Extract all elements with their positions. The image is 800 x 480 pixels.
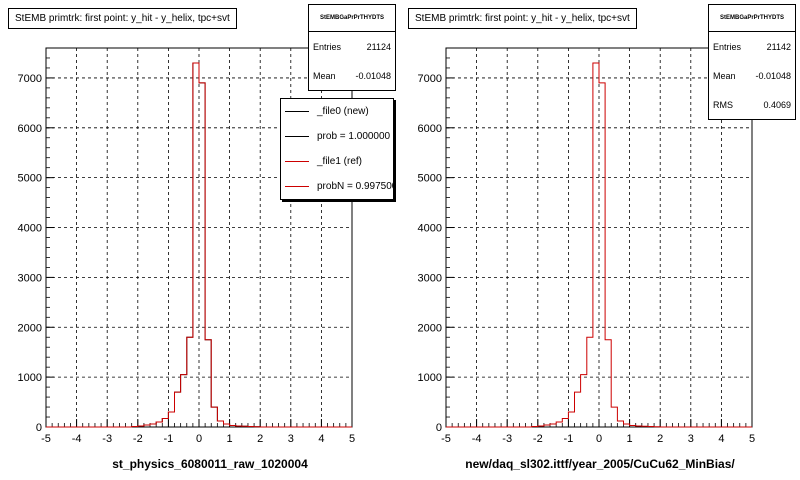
right-histogram-panel: -5 -4 -3 -2 -1 0 1 2 3 4 5 0 1000 2000 3000 4000 5000 600… (400, 0, 800, 480)
stats-label: Entries (713, 41, 742, 52)
y-tick-label: 3000 (418, 272, 442, 284)
y-tick-label: 2000 (418, 322, 442, 334)
x-tick-label: 0 (596, 433, 602, 445)
y-tick-label: 5000 (418, 173, 442, 185)
y-tick-label: 5000 (18, 173, 42, 185)
right-stats-title: StEMBGaPrPrTHYDTS (709, 5, 795, 32)
x-tick-label: -4 (472, 433, 482, 445)
x-tick-label: 3 (288, 433, 294, 445)
left-stats-row-entries: Entries 21124 (309, 32, 395, 61)
x-tick-label: 5 (749, 433, 755, 445)
y-tick-label: 6000 (418, 123, 442, 135)
y-tick-label: 2000 (18, 322, 42, 334)
stats-value: 21124 (366, 41, 391, 52)
histogram-series-line (446, 62, 752, 428)
left-stats-title: StEMBGaPrPrTHYDTS (309, 5, 395, 32)
x-tick-label: 4 (718, 433, 724, 445)
legend-label: prob = 1.000000 (317, 131, 391, 142)
stats-label: Mean (713, 70, 736, 81)
left-legend: _file0 (new) prob = 1.000000 _file1 (ref… (280, 98, 394, 200)
legend-entry: _file1 (ref) (281, 149, 393, 174)
right-stats-box: StEMBGaPrPrTHYDTS Entries 21142 Mean -0.… (708, 4, 796, 120)
legend-line-marker (285, 186, 309, 187)
x-tick-label: -3 (502, 433, 512, 445)
left-histogram-panel: -5 -4 -3 -2 -1 0 1 2 3 4 5 0 1000 2000 3000 4000 5000 600… (8, 4, 396, 471)
right-stats-row-entries: Entries 21142 (709, 32, 795, 61)
left-stats-box: StEMBGaPrPrTHYDTS Entries 21124 Mean -0.… (308, 4, 396, 91)
stats-value: -0.01048 (355, 70, 391, 81)
stats-value: 21142 (766, 41, 791, 52)
legend-label: _file0 (new) (317, 106, 369, 117)
left-stats-row-mean: Mean -0.01048 (309, 61, 395, 90)
y-tick-label: 0 (36, 422, 42, 434)
stats-value: -0.01048 (755, 70, 791, 81)
x-tick-label: -4 (72, 433, 82, 445)
left-plot-title: StEMB primtrk: first point: y_hit - y_he… (8, 8, 237, 29)
y-tick-label: 1000 (418, 372, 442, 384)
legend-entry: _file0 (new) (281, 99, 393, 124)
y-tick-label: 6000 (18, 123, 42, 135)
x-tick-label: 1 (227, 433, 233, 445)
left-x-axis-title: st_physics_6080011_raw_1020004 (112, 457, 308, 471)
stats-value: 0.4069 (763, 99, 791, 110)
x-tick-label: 3 (688, 433, 694, 445)
stats-label: Mean (313, 70, 336, 81)
legend-line-marker (285, 136, 309, 137)
x-tick-label: -3 (102, 433, 112, 445)
x-tick-label: 4 (318, 433, 324, 445)
legend-label: probN = 0.997500 (317, 181, 394, 192)
x-tick-label: 5 (349, 433, 355, 445)
legend-entry: probN = 0.997500 (281, 174, 393, 199)
right-stats-row-rms: RMS 0.4069 (709, 90, 795, 119)
y-tick-label: 7000 (18, 73, 42, 85)
legend-entry: prob = 1.000000 (281, 124, 393, 149)
x-tick-label: -5 (41, 433, 51, 445)
legend-line-marker (285, 111, 309, 112)
stats-label: RMS (713, 99, 733, 110)
legend-line-marker (285, 161, 309, 162)
right-stats-row-mean: Mean -0.01048 (709, 61, 795, 90)
y-tick-label: 1000 (18, 372, 42, 384)
y-tick-label: 3000 (18, 272, 42, 284)
x-tick-label: -5 (441, 433, 451, 445)
x-tick-label: 0 (196, 433, 202, 445)
x-tick-label: 2 (657, 433, 663, 445)
stats-label: Entries (313, 41, 342, 52)
x-tick-label: 2 (257, 433, 263, 445)
x-tick-label: -2 (133, 433, 143, 445)
histogram-series-line (46, 62, 352, 428)
x-tick-label: -1 (164, 433, 174, 445)
y-tick-label: 4000 (418, 223, 442, 235)
y-tick-label: 0 (436, 422, 442, 434)
legend-label: _file1 (ref) (317, 156, 363, 167)
x-tick-label: -2 (533, 433, 543, 445)
right-plot-title: StEMB primtrk: first point: y_hit - y_he… (408, 8, 637, 29)
y-tick-label: 7000 (418, 73, 442, 85)
x-tick-label: -1 (564, 433, 574, 445)
y-tick-label: 4000 (18, 223, 42, 235)
right-histogram-chart: -5 -4 -3 -2 -1 0 1 2 3 4 5 0 1000 2000 3000 4000 5000 600… (418, 47, 755, 445)
right-x-axis-title: new/daq_sl302.ittf/year_2005/CuCu62_MinB… (465, 457, 735, 471)
x-tick-label: 1 (627, 433, 633, 445)
